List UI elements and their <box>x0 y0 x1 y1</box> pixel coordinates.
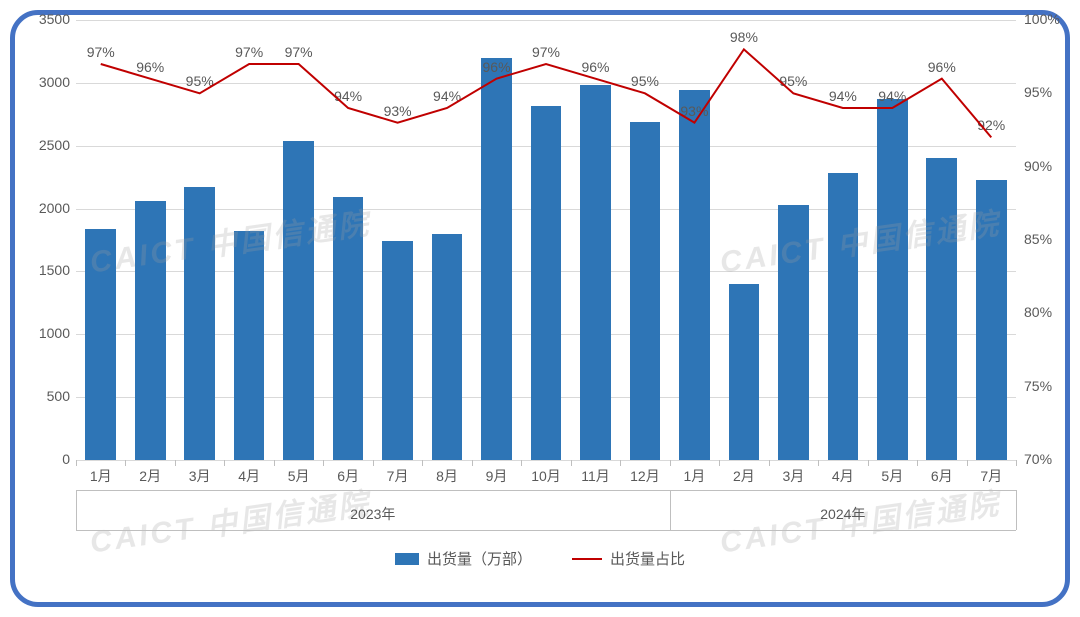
x-tick-label: 1月 <box>90 466 112 486</box>
y-right-tick-label: 100% <box>1024 11 1060 27</box>
x-tick <box>224 460 225 466</box>
x-tick <box>967 460 968 466</box>
x-tick <box>76 460 77 466</box>
x-tick <box>422 460 423 466</box>
x-tick <box>571 460 572 466</box>
year-baseline <box>76 530 1016 531</box>
x-tick <box>917 460 918 466</box>
x-tick-label: 6月 <box>337 466 359 486</box>
x-tick <box>323 460 324 466</box>
x-tick-label: 10月 <box>531 466 561 486</box>
x-tick <box>620 460 621 466</box>
x-tick-label: 4月 <box>238 466 260 486</box>
y-left-tick-label: 3000 <box>39 74 70 90</box>
x-tick-label: 2月 <box>139 466 161 486</box>
x-tick <box>769 460 770 466</box>
y-right-tick-label: 95% <box>1024 84 1052 100</box>
plot-area: 97%96%95%97%97%94%93%94%96%97%96%95%93%9… <box>76 20 1016 460</box>
x-tick <box>818 460 819 466</box>
y-left-tick-label: 1000 <box>39 325 70 341</box>
x-tick <box>125 460 126 466</box>
y-left-tick-label: 2000 <box>39 200 70 216</box>
x-tick <box>521 460 522 466</box>
gridline <box>76 460 1016 461</box>
year-divider <box>670 490 671 530</box>
x-tick-label: 5月 <box>881 466 903 486</box>
year-label: 2024年 <box>820 504 865 524</box>
x-tick-label: 7月 <box>387 466 409 486</box>
legend-label-bars: 出货量（万部） <box>427 548 532 569</box>
y-right-tick-label: 80% <box>1024 304 1052 320</box>
x-tick <box>274 460 275 466</box>
y-left-tick-label: 0 <box>62 451 70 467</box>
x-tick <box>868 460 869 466</box>
x-tick <box>670 460 671 466</box>
x-tick-label: 2月 <box>733 466 755 486</box>
x-tick-label: 3月 <box>189 466 211 486</box>
y-right-tick-label: 75% <box>1024 378 1052 394</box>
year-divider <box>76 490 77 530</box>
legend: 出货量（万部） 出货量占比 <box>0 548 1080 569</box>
x-tick <box>175 460 176 466</box>
x-tick-label: 4月 <box>832 466 854 486</box>
y-left-tick-label: 3500 <box>39 11 70 27</box>
x-tick <box>719 460 720 466</box>
x-tick-label: 11月 <box>581 466 610 486</box>
y-left-tick-label: 500 <box>47 388 70 404</box>
x-tick <box>472 460 473 466</box>
x-tick <box>373 460 374 466</box>
x-tick-label: 8月 <box>436 466 458 486</box>
year-label: 2023年 <box>350 504 395 524</box>
x-tick-label: 5月 <box>288 466 310 486</box>
x-tick-label: 7月 <box>980 466 1002 486</box>
x-tick-label: 9月 <box>486 466 508 486</box>
legend-item-bars: 出货量（万部） <box>395 548 532 569</box>
y-right-tick-label: 90% <box>1024 158 1052 174</box>
month-baseline <box>76 490 1016 491</box>
y-right-tick-label: 85% <box>1024 231 1052 247</box>
line-series <box>76 20 1016 460</box>
x-tick <box>1016 460 1017 466</box>
legend-swatch-line <box>572 558 602 560</box>
x-tick-label: 6月 <box>931 466 953 486</box>
year-divider <box>1016 490 1017 530</box>
legend-swatch-bar <box>395 553 419 565</box>
y-right-tick-label: 70% <box>1024 451 1052 467</box>
x-tick-label: 12月 <box>630 466 660 486</box>
legend-label-line: 出货量占比 <box>610 548 685 569</box>
x-tick-label: 3月 <box>782 466 804 486</box>
y-left-tick-label: 2500 <box>39 137 70 153</box>
legend-item-line: 出货量占比 <box>572 548 685 569</box>
y-left-tick-label: 1500 <box>39 262 70 278</box>
x-tick-label: 1月 <box>684 466 706 486</box>
